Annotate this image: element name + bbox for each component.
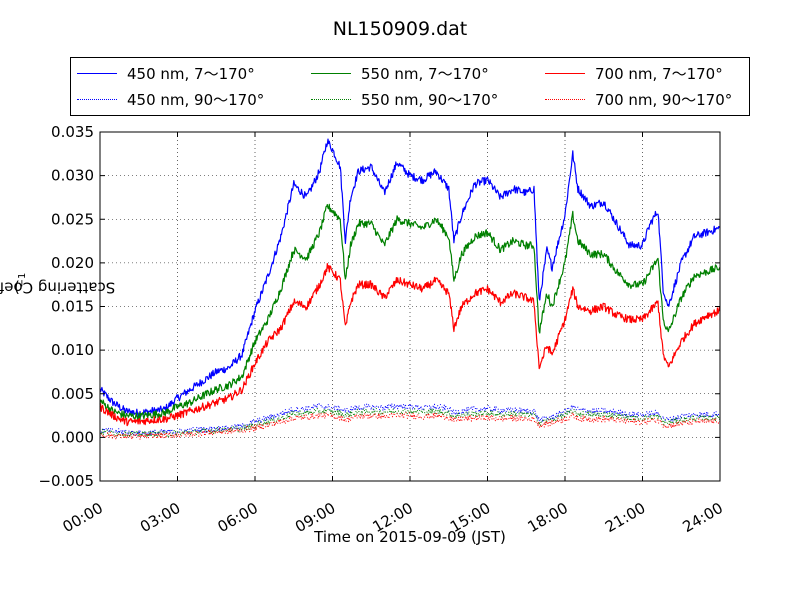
y-tick-label: −0.005 (38, 472, 94, 490)
y-tick-label: 0.025 (51, 210, 94, 228)
series-line-2 (99, 263, 721, 427)
series-line-3 (99, 403, 721, 437)
y-axis-label-suffix: ) (14, 278, 20, 297)
y-tick-label: 0.000 (51, 428, 94, 446)
y-tick-label: 0.015 (51, 298, 94, 316)
legend-swatch (311, 73, 351, 74)
legend-swatch (77, 73, 117, 74)
legend-label: 450 nm, 7～170° (127, 65, 255, 83)
legend-label: 700 nm, 90～170° (595, 91, 733, 109)
legend-swatch (545, 73, 585, 74)
legend-swatch (311, 99, 351, 100)
legend-swatch (545, 99, 585, 100)
y-tick-label: 0.035 (51, 123, 94, 141)
series-line-1 (99, 203, 721, 421)
legend-label: 550 nm, 7～170° (361, 65, 489, 83)
y-tick-label: 0.030 (51, 167, 94, 185)
series-line-0 (99, 138, 721, 418)
legend-label: 700 nm, 7～170° (595, 65, 723, 83)
legend-swatch (77, 99, 117, 100)
axes-frame (99, 131, 721, 482)
x-axis-label: Time on 2015-09-09 (JST) (314, 528, 506, 546)
chart-title: NL150909.dat (332, 18, 468, 40)
y-tick-label: 0.020 (51, 254, 94, 272)
legend-label: 450 nm, 90～170° (127, 91, 265, 109)
chart-legend: 450 nm, 7～170° 550 nm, 7～170° 700 nm, 7～… (70, 57, 750, 116)
y-tick-label: 0.010 (51, 341, 94, 359)
legend-label: 550 nm, 90～170° (361, 91, 499, 109)
y-tick-label: 0.005 (51, 385, 94, 403)
